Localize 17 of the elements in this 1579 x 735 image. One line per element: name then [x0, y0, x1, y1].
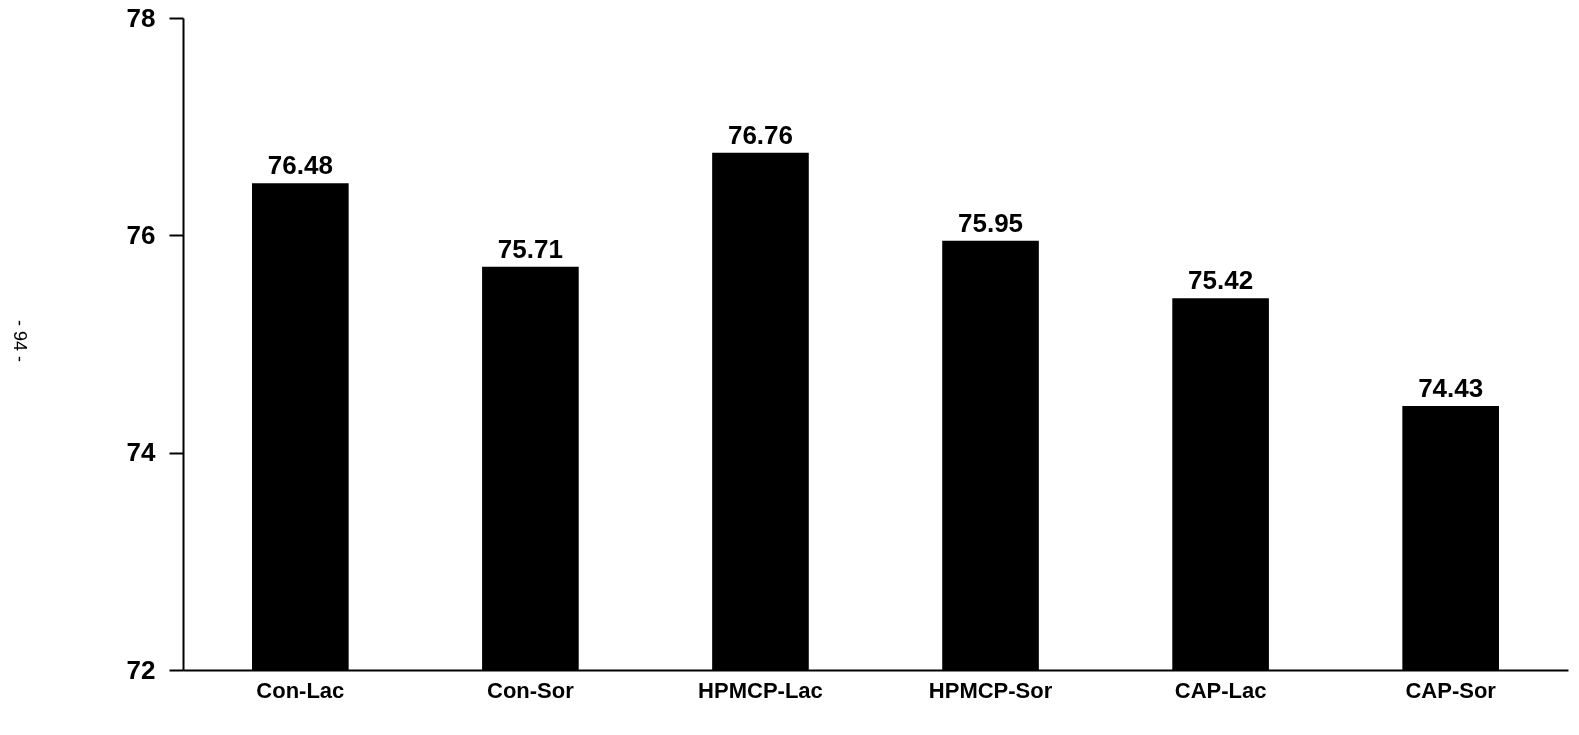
- x-tick-label: Con-Sor: [487, 677, 575, 703]
- y-tick-label: 76: [126, 219, 156, 250]
- x-tick-label: Con-Lac: [256, 677, 345, 703]
- text: - 94 -: [9, 320, 30, 363]
- data-label: 75.71: [497, 233, 563, 264]
- y-tick-label: 78: [126, 2, 156, 33]
- x-tick-label: HPMCP-Sor: [928, 677, 1053, 703]
- x-tick-label: CAP-Sor: [1405, 677, 1497, 703]
- data-label: 76.48: [267, 150, 333, 181]
- data-label: 75.42: [1188, 265, 1254, 296]
- data-label: 74.43: [1418, 372, 1484, 403]
- y-tick-label: 72: [126, 654, 156, 685]
- x-tick-label: CAP-Lac: [1174, 677, 1267, 703]
- y-tick-label: 74: [126, 437, 157, 468]
- data-label: 75.95: [957, 207, 1024, 238]
- x-tick-label: HPMCP-Lac: [698, 677, 823, 703]
- data-label: 76.76: [727, 119, 794, 150]
